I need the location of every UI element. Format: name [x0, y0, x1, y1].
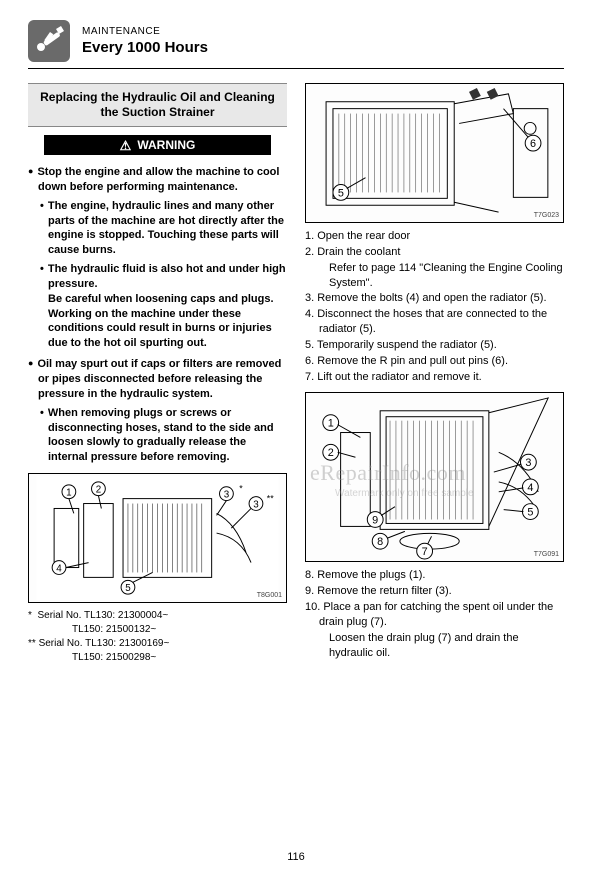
figure-top-right-tag: T7G023 [534, 212, 559, 219]
svg-text:3: 3 [253, 500, 259, 511]
svg-text:5: 5 [338, 187, 344, 199]
step-a5: 5. Temporarily suspend the radiator (5). [305, 338, 564, 353]
step-a4: 4. Disconnect the hoses that are connect… [305, 307, 564, 337]
svg-text:1: 1 [328, 418, 334, 430]
step-a2-sub: Refer to page 114 "Cleaning the Engine C… [305, 261, 564, 291]
warning-banner: ⚠ WARNING [44, 135, 271, 155]
step-a2: 2. Drain the coolant [305, 245, 564, 260]
header-text: MAINTENANCE Every 1000 Hours [82, 26, 208, 56]
header-category: MAINTENANCE [82, 26, 208, 37]
warning-main-2: Oil may spurt out if caps or filters are… [28, 357, 287, 402]
svg-text:8: 8 [377, 537, 383, 549]
step-a7: 7. Lift out the radiator and remove it. [305, 370, 564, 385]
steps-a: 1. Open the rear door 2. Drain the coola… [305, 229, 564, 384]
figure-bottom-right-tag: T7G091 [534, 551, 559, 558]
serial-a-1: * Serial No. TL130: 21300004~ [28, 609, 287, 623]
section-title: Replacing the Hydraulic Oil and Cleaning… [28, 83, 287, 127]
steps-b: 8. Remove the plugs (1). 9. Remove the r… [305, 568, 564, 660]
svg-text:2: 2 [328, 448, 334, 460]
svg-text:3: 3 [525, 458, 531, 470]
figure-bottom-right: 1 2 9 8 7 3 4 5 T7G091 [305, 392, 564, 562]
right-column: 5 6 T7G023 1. Open the rear door 2. Drai… [305, 83, 564, 665]
maintenance-icon [28, 20, 70, 62]
svg-text:5: 5 [125, 583, 131, 594]
svg-text:1: 1 [66, 488, 71, 499]
step-a3: 3. Remove the bolts (4) and open the rad… [305, 291, 564, 306]
svg-text:6: 6 [530, 138, 536, 150]
warning-sub-1b: The hydraulic fluid is also hot and unde… [28, 262, 287, 351]
svg-text:*: * [239, 484, 243, 494]
serial-b-2: TL150: 21500298~ [28, 651, 287, 665]
step-b10-sub: Loosen the drain plug (7) and drain the … [305, 631, 564, 661]
left-column: Replacing the Hydraulic Oil and Cleaning… [28, 83, 287, 665]
step-a1: 1. Open the rear door [305, 229, 564, 244]
svg-text:2: 2 [96, 485, 101, 496]
svg-text:5: 5 [527, 507, 533, 519]
figure-top-right: 5 6 T7G023 [305, 83, 564, 223]
serial-a-2: TL150: 21500132~ [28, 623, 287, 637]
page-header: MAINTENANCE Every 1000 Hours [28, 20, 564, 69]
svg-text:7: 7 [422, 547, 428, 559]
step-b9: 9. Remove the return filter (3). [305, 584, 564, 599]
svg-text:3: 3 [224, 490, 230, 501]
svg-text:**: ** [267, 494, 274, 504]
svg-text:4: 4 [56, 564, 62, 575]
serial-block: * Serial No. TL130: 21300004~ TL150: 215… [28, 609, 287, 665]
warning-sub-2a: When removing plugs or screws or disconn… [28, 406, 287, 465]
figure-left: 1 2 4 5 3 * 3 ** T8G001 [28, 473, 287, 603]
svg-text:9: 9 [372, 515, 378, 527]
page-number: 116 [0, 851, 592, 863]
warning-sub-1a: The engine, hydraulic lines and many oth… [28, 199, 287, 258]
header-title: Every 1000 Hours [82, 39, 208, 56]
figure-left-tag: T8G001 [257, 592, 282, 599]
warning-main-1: Stop the engine and allow the machine to… [28, 165, 287, 195]
step-b8: 8. Remove the plugs (1). [305, 568, 564, 583]
warning-triangle-icon: ⚠ [120, 139, 132, 152]
serial-b-1: ** Serial No. TL130: 21300169~ [28, 637, 287, 651]
step-a6: 6. Remove the R pin and pull out pins (6… [305, 354, 564, 369]
svg-text:4: 4 [527, 482, 533, 494]
warning-label: WARNING [137, 138, 195, 152]
step-b10: 10. Place a pan for catching the spent o… [305, 600, 564, 630]
